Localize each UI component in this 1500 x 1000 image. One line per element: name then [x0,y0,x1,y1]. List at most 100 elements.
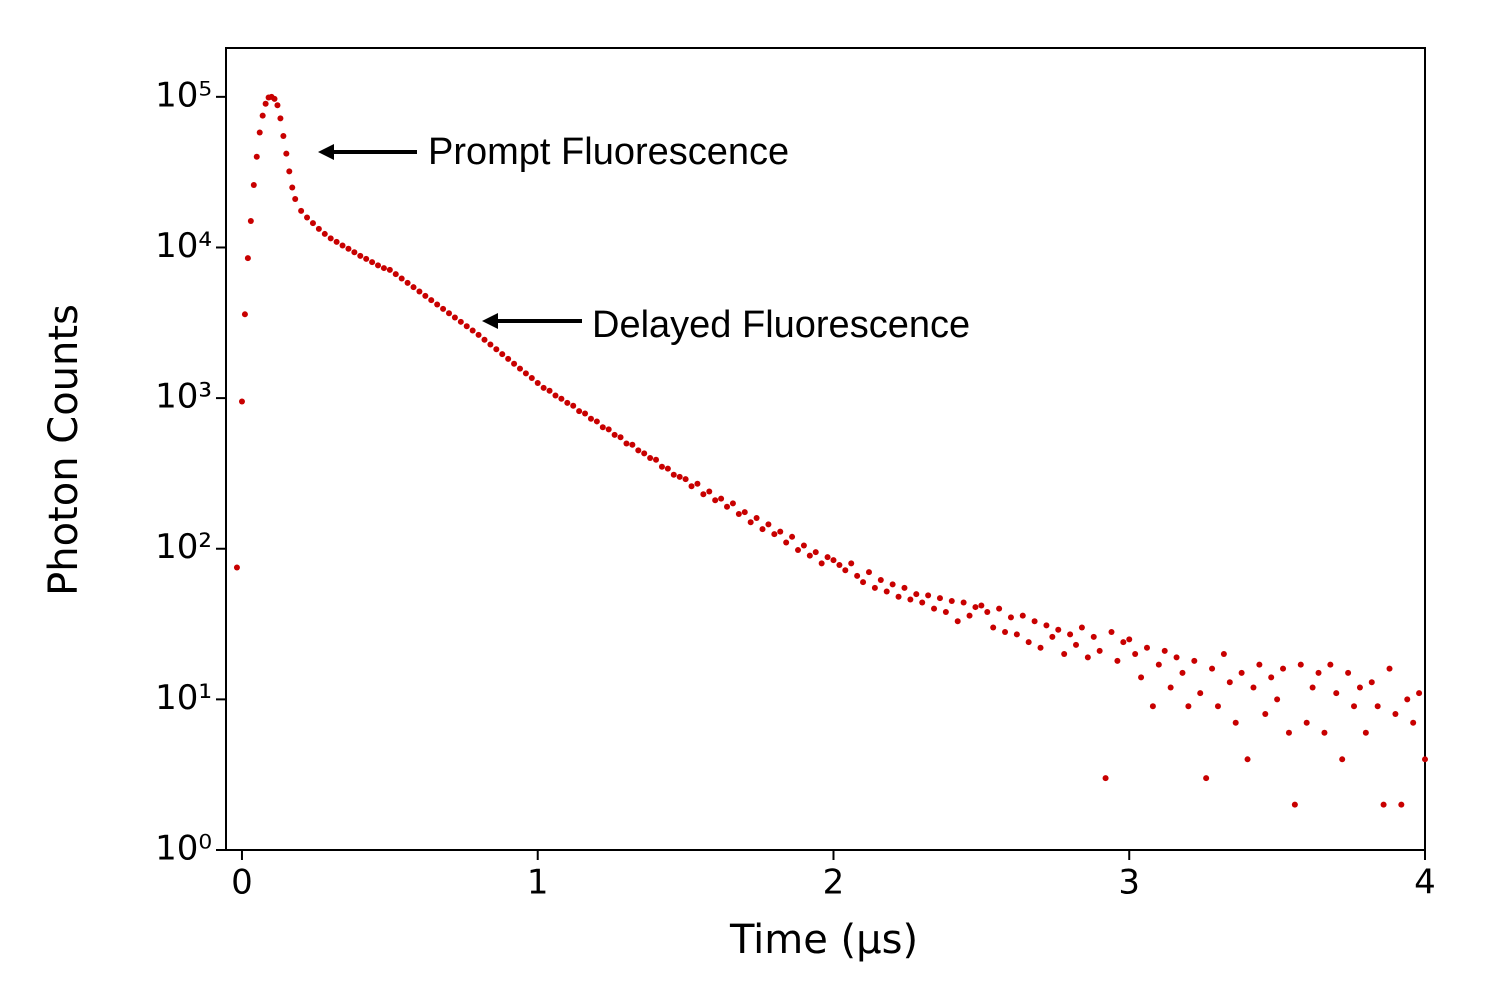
data-point [481,336,488,343]
data-point [854,572,861,579]
data-point [718,495,725,502]
data-point [1262,710,1269,717]
y-tick-label: 10⁴ [155,226,212,266]
data-point [582,410,589,417]
data-point [1155,661,1162,668]
data-point [1368,679,1375,686]
data-point [883,588,890,595]
data-point [505,355,512,362]
data-point [895,593,902,600]
data-point [966,612,973,619]
data-point [253,153,260,160]
data-point [700,491,707,498]
data-point [848,560,855,567]
data-point [283,150,290,157]
data-point [1120,639,1127,646]
data-point [1214,703,1221,710]
data-point [422,292,429,299]
data-point [806,552,813,559]
data-point [564,399,571,406]
data-point [919,599,926,606]
data-point [1143,644,1150,651]
data-point [942,609,949,616]
data-point [339,242,346,249]
data-point [1126,636,1133,643]
data-point [706,488,713,495]
data-point [327,235,334,242]
data-point [357,252,364,259]
data-point [936,595,943,602]
data-point [534,379,541,386]
data-point [233,564,240,571]
data-point [469,327,476,334]
data-point [1238,669,1245,676]
data-point [1315,669,1322,676]
data-point [1333,690,1340,697]
data-point [794,547,801,554]
data-point [990,624,997,631]
data-point [451,314,458,321]
data-point [463,323,470,330]
data-point [1268,674,1275,681]
data-point [1114,657,1121,664]
data-point [954,618,961,625]
data-point [978,602,985,609]
data-point [1392,710,1399,717]
data-point [1049,633,1056,640]
data-point [1179,669,1186,676]
data-point [1374,703,1381,710]
data-point [446,310,453,317]
data-point [1037,644,1044,651]
data-point [1356,684,1363,691]
data-point [244,255,251,262]
data-point [250,181,257,188]
data-point [996,605,1003,612]
data-point [1309,684,1316,691]
x-tick-label: 3 [1118,863,1140,903]
data-point [1185,703,1192,710]
data-point [552,392,559,399]
data-point [1102,775,1109,782]
data-point [771,531,778,538]
data-point [1203,775,1210,782]
data-point [540,384,547,391]
data-point [274,102,281,109]
data-point [1013,631,1020,638]
data-point [635,447,642,454]
data-point [499,351,506,358]
x-tick-label: 1 [527,863,549,903]
data-point [925,592,932,599]
data-point [1285,729,1292,736]
data-point [277,115,284,122]
data-point [860,579,867,586]
data-point [1078,624,1085,631]
data-point [777,528,784,535]
data-point [818,560,825,567]
data-point [1096,647,1103,654]
data-point [765,521,772,528]
data-point [948,597,955,604]
data-point [256,129,263,136]
data-point [1345,669,1352,676]
data-point [262,100,269,107]
data-point [375,262,382,269]
data-point [1416,690,1423,697]
data-point [1303,719,1310,726]
data-point [1173,654,1180,661]
data-point [789,533,796,540]
data-point [289,184,296,191]
data-point [493,346,500,353]
data-point [1398,801,1405,808]
data-point [800,542,807,549]
data-point [623,440,630,447]
y-axis-label: Photon Counts [41,304,87,596]
data-point [1226,679,1233,686]
data-point [280,132,287,139]
data-point [304,214,311,221]
data-point [1339,756,1346,763]
data-point [759,526,766,533]
data-point [913,591,920,598]
data-point [392,271,399,278]
data-point [1209,665,1216,672]
data-point [1025,639,1032,646]
